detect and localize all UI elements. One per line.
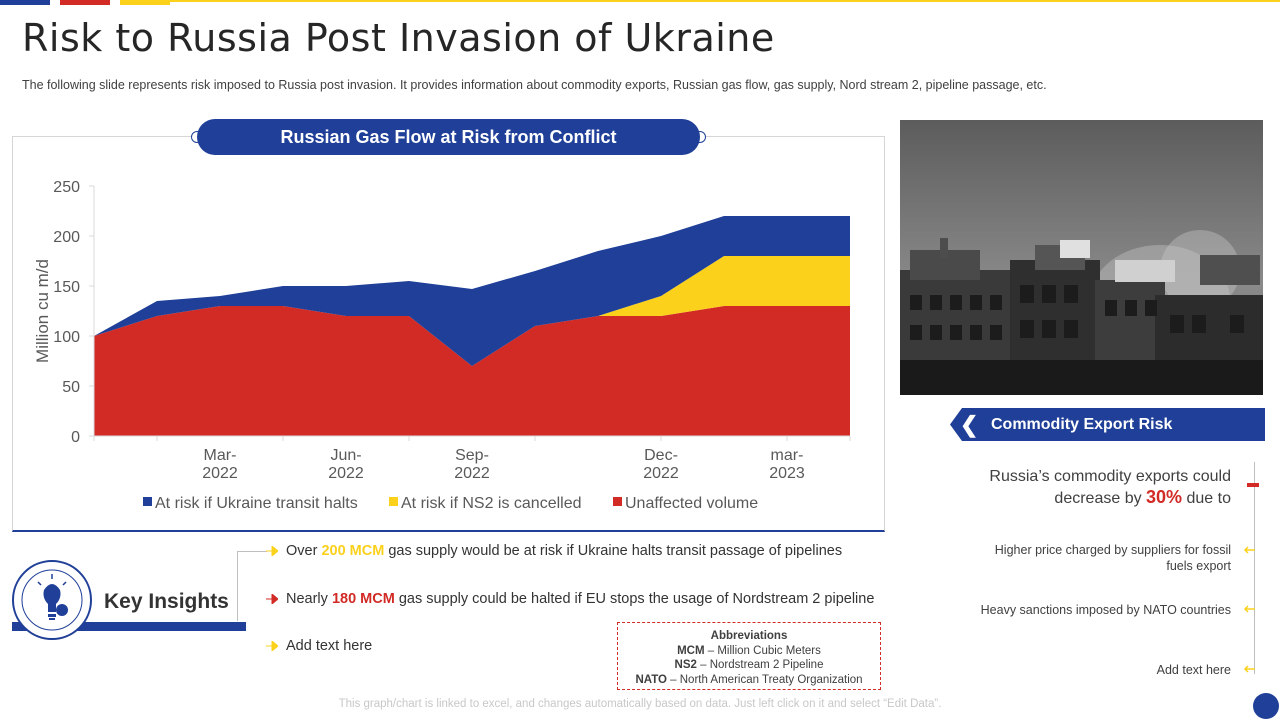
insight-pre: Add text here	[286, 638, 373, 654]
risk-red-marker	[1247, 483, 1259, 487]
x-tick-label: Sep-	[455, 447, 489, 464]
gas-flow-chart[interactable]: 050100150200250Mar-2022Jun-2022Sep-2022D…	[12, 160, 885, 520]
page-subtitle: The following slide represents risk impo…	[22, 78, 1047, 92]
lightbulb-icon	[21, 569, 83, 631]
insight-post: gas supply could be halted if EU stops t…	[394, 591, 875, 607]
commodity-main-suffix: due to	[1182, 490, 1232, 507]
stripe-blue	[0, 0, 50, 5]
top-color-stripes	[0, 0, 1280, 5]
chevron-left-icon: ❮	[960, 412, 979, 437]
corner-dot	[1253, 693, 1279, 719]
arrow-bullet-icon	[266, 641, 278, 652]
legend-label: Unaffected volume	[625, 495, 758, 512]
y-tick-label: 150	[53, 279, 80, 296]
abbr-desc: – Million Cubic Meters	[704, 644, 821, 657]
insight-highlight: 180 MCM	[331, 591, 395, 607]
y-axis-title: Million cu m/d	[33, 259, 52, 363]
area-at-risk-if-ns2-is-cancelled	[94, 256, 850, 366]
legend-label: At risk if Ukraine transit halts	[155, 495, 358, 512]
x-tick-label: Mar-	[204, 447, 237, 464]
arrow-left-icon	[1243, 605, 1255, 613]
abbreviation-row: NATO – North American Treaty Organizatio…	[618, 673, 880, 688]
y-tick-label: 200	[53, 229, 80, 246]
area-at-risk-if-ukraine-transit-halts	[94, 216, 850, 366]
legend-label: At risk if NS2 is cancelled	[401, 495, 582, 512]
x-tick-label: mar-	[771, 447, 804, 464]
stripe-yellow	[120, 0, 170, 5]
commodity-main-prefix: Russia’s commodity exports could decreas…	[989, 468, 1231, 507]
x-tick-label: 2022	[202, 465, 238, 482]
y-tick-label: 50	[62, 379, 80, 396]
x-tick-label: Jun-	[330, 447, 361, 464]
insight-item: Add text here	[266, 638, 372, 654]
insight-item: Over 200 MCM gas supply would be at risk…	[266, 543, 842, 559]
x-tick-label: 2022	[328, 465, 364, 482]
legend-swatch	[143, 497, 152, 506]
risk-item: Heavy sanctions imposed by NATO countrie…	[980, 603, 1231, 617]
insight-post: gas supply would be at risk if Ukraine h…	[384, 543, 843, 559]
x-tick-label: 2022	[454, 465, 490, 482]
x-tick-label: 2023	[769, 465, 805, 482]
abbr-desc: – North American Treaty Organization	[666, 673, 863, 686]
arrow-left-icon	[1243, 665, 1255, 673]
footnote: This graph/chart is linked to excel, and…	[338, 698, 942, 710]
commodity-main-statement: Russia’s commodity exports could decreas…	[941, 466, 1231, 509]
commodity-percent: 30%	[1146, 487, 1183, 507]
arrow-left-icon	[1243, 546, 1255, 554]
key-insights-bar	[12, 622, 246, 631]
page-title: Risk to Russia Post Invasion of Ukraine	[22, 16, 775, 60]
factory-image	[900, 120, 1263, 395]
area-unaffected-volume	[94, 306, 850, 436]
key-insights-label: Key Insights	[104, 590, 229, 613]
abbr-desc: – Nordstream 2 Pipeline	[696, 659, 824, 671]
abbreviations-title: Abbreviations	[710, 630, 788, 642]
y-tick-label: 0	[71, 429, 80, 446]
insight-item: Nearly 180 MCM gas supply could be halte…	[266, 591, 874, 607]
insight-highlight: 200 MCM	[321, 543, 385, 559]
abbreviation-row: NS2 – Nordstream 2 Pipeline	[618, 658, 880, 673]
key-insights-badge	[12, 560, 92, 640]
factory-photo	[900, 120, 1263, 395]
commodity-banner-label: Commodity Export Risk	[991, 416, 1173, 433]
insight-pre: Over	[286, 543, 322, 559]
abbr-term: NS2	[674, 659, 697, 671]
chart-title: Russian Gas Flow at Risk from Conflict	[197, 119, 700, 155]
insights-bracket	[237, 551, 267, 621]
legend-swatch	[613, 497, 622, 506]
abbreviation-row: MCM – Million Cubic Meters	[618, 644, 880, 659]
x-tick-label: 2022	[643, 465, 679, 482]
insight-pre: Nearly	[286, 591, 332, 607]
stripe-line	[170, 0, 1280, 2]
abbr-term: NATO	[635, 673, 667, 686]
stripe-red	[60, 0, 110, 5]
y-tick-label: 100	[53, 329, 80, 346]
commodity-export-risk-banner: ❮ Commodity Export Risk	[950, 408, 1265, 441]
risk-item: Higher price charged by suppliers for fo…	[994, 543, 1231, 573]
arrow-bullet-icon	[266, 594, 278, 605]
risk-timeline-line	[1254, 462, 1255, 674]
y-tick-label: 250	[53, 179, 80, 196]
arrow-bullet-icon	[266, 546, 278, 557]
abbreviations-box: Abbreviations MCM – Million Cubic Meters…	[617, 622, 881, 690]
legend-swatch	[389, 497, 398, 506]
risk-item: Add text here	[1156, 663, 1231, 677]
x-tick-label: Dec-	[644, 447, 678, 464]
abbr-term: MCM	[677, 644, 705, 657]
